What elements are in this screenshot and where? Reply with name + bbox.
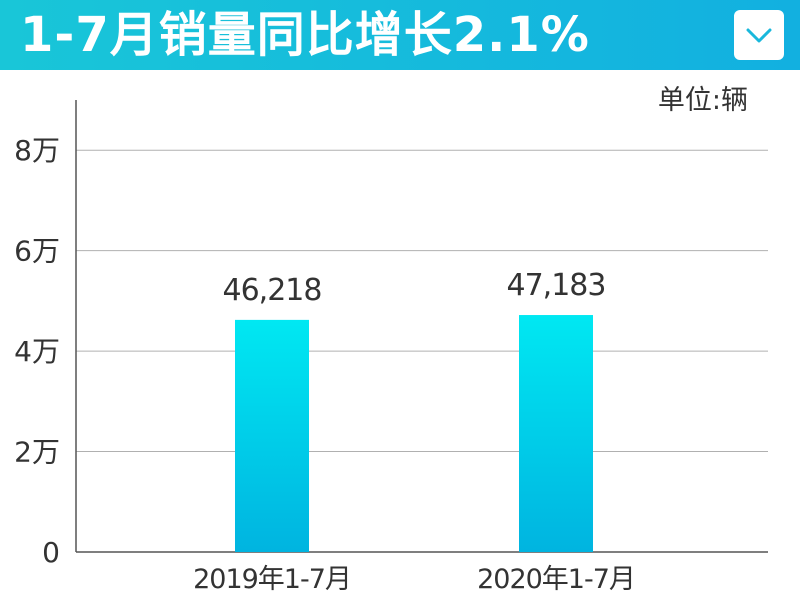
bar	[519, 315, 593, 552]
unit-label: 单位:辆	[657, 85, 748, 116]
y-tick-label: 4万	[14, 335, 60, 368]
y-tick-label: 2万	[14, 436, 60, 469]
data-label: 46,218	[223, 273, 322, 308]
chart-title: 1-7月销量同比增长2.1%	[20, 7, 590, 63]
chevron-down-icon	[746, 28, 772, 43]
bar	[235, 319, 309, 552]
data-label: 47,183	[507, 268, 606, 303]
header-banner: 1-7月销量同比增长2.1%	[0, 0, 800, 70]
y-tick-label: 8万	[14, 134, 60, 167]
y-tick-label: 0	[42, 536, 60, 569]
x-tick-label: 2019年1-7月	[193, 564, 351, 595]
y-tick-label: 6万	[14, 235, 60, 268]
dropdown-button[interactable]	[734, 10, 784, 60]
x-tick-label: 2020年1-7月	[477, 564, 635, 595]
